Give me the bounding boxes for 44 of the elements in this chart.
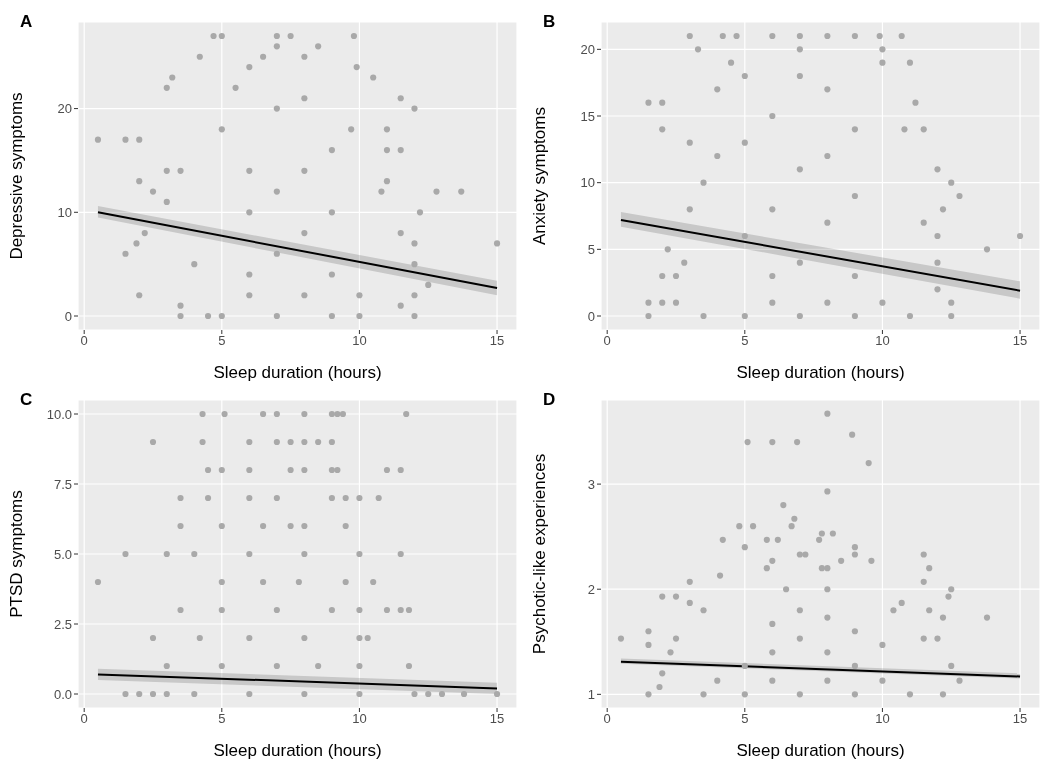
- y-tick-label: 10: [57, 204, 72, 220]
- y-axis-title: Anxiety symptoms: [530, 107, 550, 245]
- x-tick-label: 5: [218, 711, 226, 727]
- y-tick-label: 0.0: [53, 686, 72, 702]
- x-axis-title: Sleep duration (hours): [736, 363, 905, 382]
- y-tick-label: 20: [580, 41, 595, 57]
- x-tick-label: 15: [1012, 711, 1028, 727]
- x-tick-label: 15: [489, 711, 505, 727]
- y-tick-label: 10: [580, 175, 595, 191]
- chart-title: A: [20, 12, 33, 32]
- y-axis-title: Depressive symptoms: [7, 92, 27, 260]
- x-tick-label: 15: [489, 333, 505, 349]
- x-axis-title: Sleep duration (hours): [736, 741, 905, 760]
- x-tick-label: 10: [352, 711, 367, 727]
- chart-title: C: [20, 390, 33, 410]
- x-axis-title: Sleep duration (hours): [213, 741, 382, 760]
- y-tick-label: 3: [587, 476, 595, 492]
- y-axis-title: PTSD symptoms: [7, 490, 27, 618]
- y-tick-label: 20: [57, 101, 72, 117]
- x-tick-label: 10: [875, 711, 890, 727]
- x-axis-title: Sleep duration (hours): [213, 363, 382, 382]
- x-tick-label: 5: [741, 711, 749, 727]
- y-tick-label: 2.5: [53, 616, 72, 632]
- chart-title: D: [543, 390, 556, 410]
- y-tick-label: 15: [580, 108, 595, 124]
- y-tick-label: 5.0: [53, 546, 72, 562]
- x-tick-label: 5: [218, 333, 226, 349]
- x-tick-label: 15: [1012, 333, 1028, 349]
- x-tick-label: 10: [352, 333, 367, 349]
- x-tick-label: 10: [875, 333, 890, 349]
- y-tick-label: 2: [587, 581, 595, 597]
- chart-title: B: [543, 12, 556, 32]
- y-tick-label: 1: [587, 686, 595, 702]
- x-tick-label: 0: [603, 711, 611, 727]
- x-tick-label: 0: [603, 333, 611, 349]
- y-tick-label: 0: [64, 308, 72, 324]
- x-tick-label: 0: [80, 711, 88, 727]
- y-tick-label: 10.0: [46, 406, 72, 422]
- y-tick-label: 7.5: [53, 476, 72, 492]
- y-tick-label: 0: [587, 308, 595, 324]
- x-tick-label: 0: [80, 333, 88, 349]
- y-tick-label: 5: [587, 241, 595, 257]
- y-axis-title: Psychotic-like experiences: [530, 453, 550, 655]
- x-tick-label: 5: [741, 333, 749, 349]
